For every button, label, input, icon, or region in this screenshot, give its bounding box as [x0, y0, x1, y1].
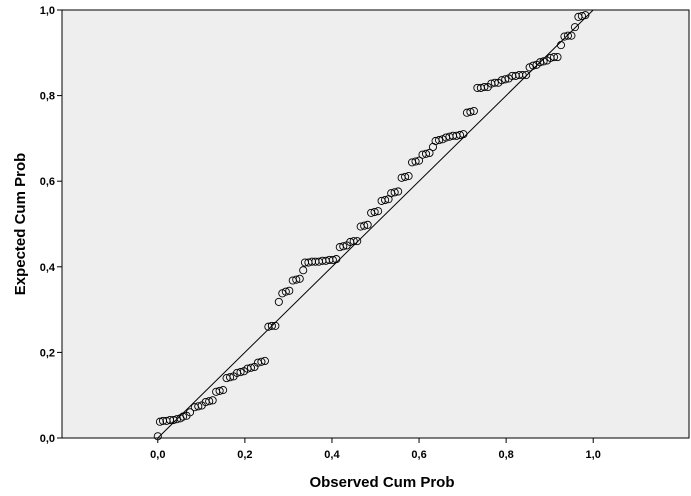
data-point — [271, 321, 280, 330]
data-point — [577, 11, 586, 21]
data-point — [466, 107, 475, 116]
data-point — [404, 172, 413, 181]
x-tick-label: 0,6 — [411, 449, 426, 461]
data-point — [205, 397, 214, 406]
data-point — [381, 195, 390, 205]
data-point — [567, 31, 576, 40]
data-point — [363, 220, 372, 229]
x-tick-label: 0,0 — [150, 449, 165, 461]
data-point — [246, 363, 256, 372]
data-point — [455, 130, 465, 140]
data-point — [155, 417, 165, 426]
x-axis: 0,0 0,2 0,4 0,6 0,8 1,0 — [150, 438, 601, 461]
y-axis: 0,0 0,2 0,4 0,6 0,8 1,0 — [40, 5, 62, 445]
data-point — [421, 149, 431, 158]
data-point — [267, 321, 276, 330]
y-tick-label: 0,8 — [40, 91, 55, 103]
data-point — [215, 386, 224, 395]
data-point — [226, 373, 235, 382]
data-point — [194, 402, 203, 411]
data-point — [522, 71, 531, 80]
data-point — [501, 75, 510, 84]
data-point — [570, 23, 579, 32]
x-tick-label: 0,2 — [237, 449, 252, 461]
data-point — [553, 53, 562, 62]
data-point — [425, 148, 434, 158]
y-tick-label: 1,0 — [40, 5, 55, 17]
data-point — [490, 78, 499, 87]
x-axis-title: Observed Cum Prob — [309, 474, 454, 491]
data-point — [539, 57, 548, 66]
data-point — [353, 237, 362, 246]
data-point — [556, 41, 566, 50]
data-point — [236, 368, 245, 377]
data-point — [435, 136, 444, 145]
data-point — [332, 255, 341, 264]
data-point — [208, 396, 217, 405]
data-point — [370, 207, 379, 217]
data-point — [518, 71, 527, 80]
data-point — [328, 255, 337, 265]
data-point — [295, 274, 304, 283]
data-point — [260, 356, 269, 366]
y-tick-label: 0,4 — [40, 262, 56, 274]
data-point — [469, 106, 478, 116]
data-point — [281, 287, 290, 296]
reference-line — [157, 9, 594, 439]
x-tick-label: 1,0 — [586, 449, 601, 461]
data-point — [153, 432, 162, 441]
data-point — [257, 357, 266, 366]
y-tick-label: 0,0 — [40, 433, 55, 445]
data-point — [185, 408, 195, 417]
data-point — [394, 187, 403, 196]
data-point — [390, 188, 399, 197]
y-axis-title: Expected Cum Prob — [12, 153, 29, 296]
data-point — [285, 286, 294, 295]
data-point — [274, 297, 283, 306]
data-point — [549, 53, 559, 62]
data-point — [459, 130, 468, 139]
data-point — [563, 31, 573, 40]
data-point — [178, 412, 188, 421]
y-tick-label: 0,2 — [40, 347, 55, 359]
x-tick-label: 0,8 — [498, 449, 513, 461]
data-point — [339, 242, 348, 251]
data-point — [374, 207, 383, 216]
data-point — [581, 11, 590, 20]
data-point — [411, 157, 420, 166]
data-point — [414, 156, 424, 165]
data-point — [349, 237, 358, 246]
data-point — [529, 61, 538, 70]
data-point — [219, 386, 228, 395]
data-point — [480, 82, 489, 92]
data-point — [360, 221, 369, 230]
data-point — [292, 275, 301, 284]
data-point — [401, 172, 410, 181]
y-tick-label: 0,6 — [40, 176, 55, 188]
data-point — [299, 266, 308, 275]
data-points — [153, 11, 590, 441]
x-tick-label: 0,4 — [324, 449, 340, 461]
